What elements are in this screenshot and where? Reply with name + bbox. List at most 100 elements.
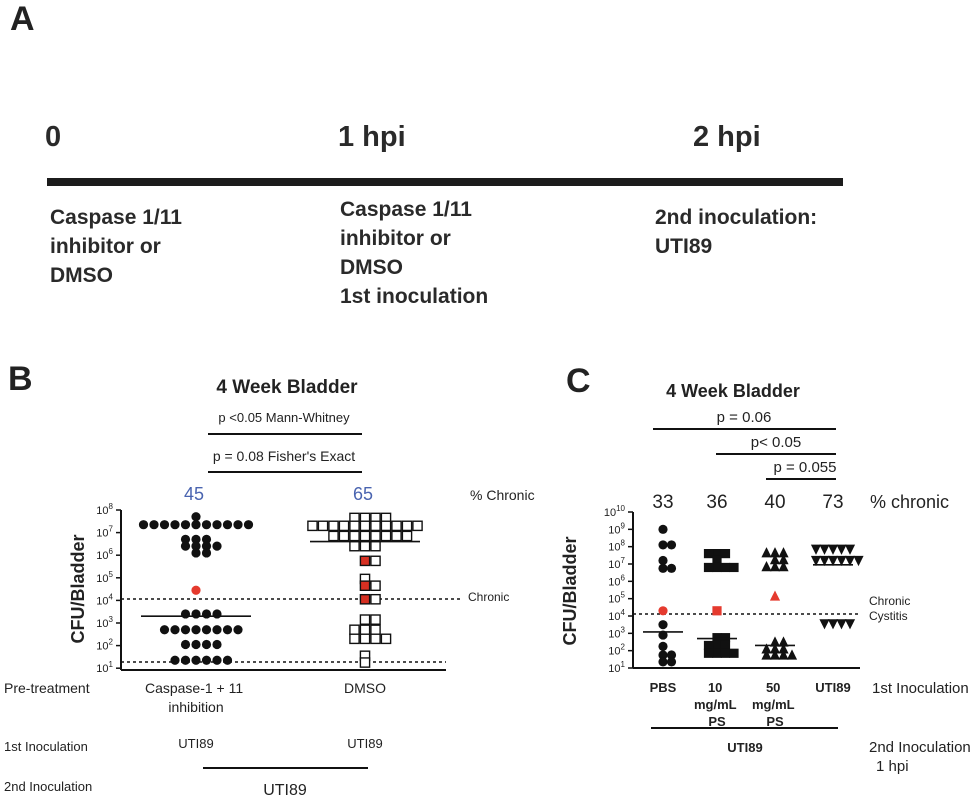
panel-b-point bbox=[180, 609, 191, 619]
panel-b-tick-label: 106 bbox=[96, 547, 113, 562]
panel-b-point bbox=[370, 593, 381, 605]
panel-c-point bbox=[778, 636, 789, 647]
panel-c-pct-50mg: 40 bbox=[764, 492, 785, 513]
panel-b-point bbox=[328, 520, 339, 532]
panel-c-pvalue-3: p = 0.055 bbox=[774, 459, 837, 476]
panel-b-point bbox=[201, 520, 212, 530]
panel-c-point bbox=[658, 524, 668, 534]
panel-b-point bbox=[180, 639, 191, 650]
panel-c-point bbox=[844, 544, 856, 555]
panel-b-point bbox=[380, 530, 392, 542]
panel-b-tick-label: 105 bbox=[96, 570, 113, 585]
panel-c-label: C bbox=[566, 362, 591, 400]
panel-c-point bbox=[810, 544, 822, 555]
panel-b-point bbox=[338, 530, 350, 542]
panel-c-group-50mg-line-1: 50 bbox=[766, 680, 780, 695]
panel-b-point bbox=[370, 633, 381, 645]
panel-c-group-uti89: UTI89 bbox=[815, 680, 850, 695]
step-3-line-2: UTI89 bbox=[655, 235, 712, 258]
panel-b-point bbox=[180, 534, 191, 544]
panel-c-pvalue-2: p< 0.05 bbox=[751, 434, 801, 451]
panel-b-point bbox=[233, 520, 243, 530]
panel-c-point bbox=[712, 555, 722, 566]
panel-c-point bbox=[658, 620, 668, 630]
panel-c-point bbox=[761, 547, 772, 558]
panel-b-tick-label: 107 bbox=[96, 525, 113, 540]
panel-b-point bbox=[212, 609, 222, 619]
panel-c-point bbox=[827, 544, 839, 555]
panel-b-point bbox=[149, 520, 159, 530]
panel-b-point bbox=[328, 530, 339, 542]
panel-c-group-10mg-line-3: PS bbox=[708, 714, 726, 729]
panel-c-group-10mg-line-1: 10 bbox=[708, 680, 722, 695]
panel-c-medians bbox=[643, 563, 853, 647]
panel-b-point bbox=[138, 520, 149, 530]
panel-c-point bbox=[853, 555, 864, 567]
panel-c-point bbox=[729, 648, 739, 658]
panel-c-pct-pbs: 33 bbox=[652, 492, 673, 513]
panel-b-point bbox=[212, 639, 222, 650]
step-2-line-4: 1st inoculation bbox=[340, 285, 488, 308]
panel-c-point bbox=[778, 547, 789, 558]
timepoint-1hpi: 1 hpi bbox=[338, 121, 406, 153]
panel-b-point bbox=[201, 548, 212, 558]
panel-b-label: B bbox=[8, 360, 33, 398]
panel-b-point bbox=[191, 639, 201, 650]
panel-b-point bbox=[412, 520, 423, 532]
panel-b-point bbox=[170, 520, 180, 530]
panel-c-point bbox=[769, 643, 781, 654]
panel-b-point bbox=[191, 655, 201, 665]
panel-c-point bbox=[720, 648, 731, 658]
panel-b-point bbox=[359, 530, 371, 542]
timepoint-0: 0 bbox=[45, 121, 61, 153]
panel-b-point bbox=[307, 520, 318, 532]
timeline-bar bbox=[47, 178, 843, 186]
panel-c-point bbox=[703, 549, 714, 559]
panel-c-tick-label: 108 bbox=[608, 539, 625, 554]
step-1-text: Caspase 1/11 inhibitor or DMSO bbox=[50, 206, 188, 287]
panel-c-point bbox=[703, 648, 714, 658]
step-2-text: Caspase 1/11 inhibitor or DMSO 1st inocu… bbox=[340, 198, 488, 308]
step-1-line-3: DMSO bbox=[50, 264, 113, 287]
panel-c-point bbox=[712, 606, 722, 616]
panel-c-group-pbs: PBS bbox=[650, 680, 677, 695]
step-3-text: 2nd inoculation: UTI89 bbox=[655, 206, 823, 258]
panel-c-point bbox=[720, 549, 731, 559]
panel-c-group-50mg: 50 mg/mL PS bbox=[752, 680, 798, 729]
panel-b-point bbox=[212, 520, 222, 530]
panel-c-point bbox=[827, 555, 839, 567]
panel-c-point bbox=[769, 561, 781, 572]
panel-c-tick-label: 103 bbox=[608, 625, 625, 640]
panel-c-point bbox=[769, 649, 781, 660]
panel-c-point bbox=[827, 619, 839, 630]
panel-c-title: 4 Week Bladder bbox=[666, 381, 800, 401]
panel-b-point bbox=[401, 520, 413, 532]
panel-b-group-1-line-1: Caspase-1 + 11 bbox=[145, 680, 243, 696]
panel-c-point bbox=[819, 619, 830, 630]
panel-b-point bbox=[359, 614, 371, 625]
panel-b-point bbox=[191, 625, 201, 635]
panel-b-point bbox=[359, 555, 371, 567]
panel-c-pvalue-1: p = 0.06 bbox=[717, 409, 772, 426]
panel-c-point bbox=[836, 544, 847, 555]
panel-c-point bbox=[658, 540, 668, 550]
panel-c-point bbox=[761, 561, 772, 572]
panel-b-pvalue-fisher: p = 0.08 Fisher's Exact bbox=[213, 448, 355, 464]
panel-c-point bbox=[769, 554, 781, 565]
panel-b-point bbox=[370, 530, 381, 542]
panel-c-point bbox=[786, 649, 798, 660]
panel-b-point bbox=[222, 520, 233, 530]
panel-c-point bbox=[712, 648, 722, 658]
panel-b: B 4 Week Bladder p <0.05 Mann-Whitney p … bbox=[4, 360, 535, 799]
panel-b-point bbox=[212, 625, 222, 635]
panel-b-point bbox=[349, 624, 360, 636]
panel-c-point bbox=[836, 619, 847, 630]
panel-b-point bbox=[359, 633, 371, 645]
panel-c-data-points bbox=[658, 524, 864, 667]
panel-b-point bbox=[180, 655, 191, 665]
panel-b-point bbox=[201, 655, 212, 665]
panel-b-row-1st-inoculation: 1st Inoculation bbox=[4, 739, 88, 754]
panel-c-point bbox=[778, 554, 789, 565]
panel-b-point bbox=[233, 625, 243, 635]
panel-b-medians bbox=[141, 540, 420, 617]
